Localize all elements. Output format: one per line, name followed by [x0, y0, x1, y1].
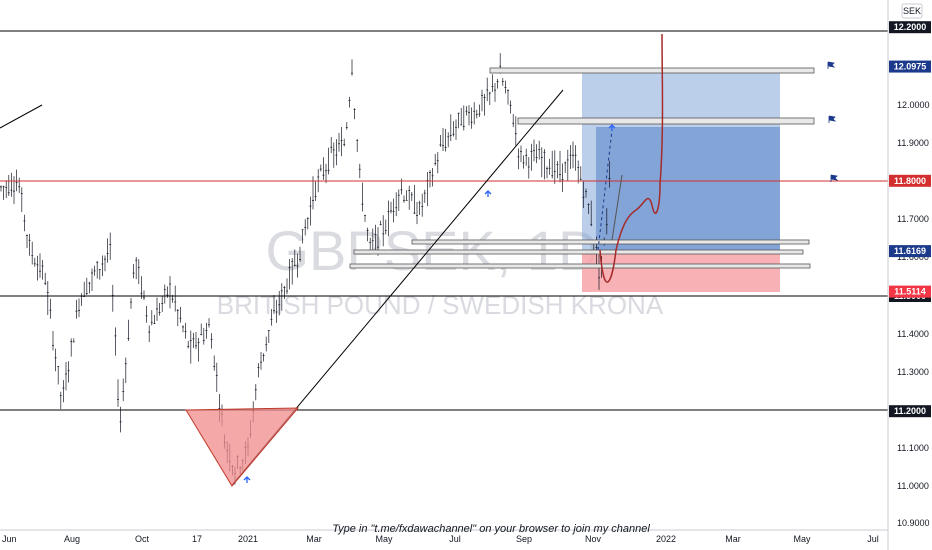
y-tick-label: 11.3000: [897, 367, 929, 377]
symbol-subtitle-watermark: BRITISH POUND / SWEDISH KRONA: [217, 290, 664, 320]
price-tag-bg: [889, 174, 931, 187]
y-tick-label: 11.9000: [897, 138, 929, 148]
inverse-triangle-pattern: [185, 407, 300, 487]
projection-path: [599, 33, 664, 283]
x-tick-label: Oct: [135, 534, 150, 544]
x-tick-label: Jun: [2, 534, 17, 544]
x-tick-label: Jul: [867, 534, 879, 544]
up-arrow-icon: [243, 476, 251, 483]
y-tick-label: 12.0000: [897, 100, 930, 110]
y-tick-label: 11.0000: [897, 481, 929, 491]
x-tick-label: Nov: [585, 534, 602, 544]
price-tag-bg: [889, 405, 931, 418]
price-tag-label: 12.0975: [894, 62, 927, 72]
currency-label: SEK: [903, 6, 921, 16]
y-tick-label: 11.4000: [897, 329, 929, 339]
flag-icon: [830, 174, 839, 182]
y-tick-label: 10.9000: [897, 518, 930, 528]
x-tick-label: 2022: [656, 534, 676, 544]
support-box-1: [411, 239, 810, 245]
flag-icon: [828, 115, 837, 123]
resistance-box-top: [489, 67, 815, 74]
y-tick-label: 11.7000: [897, 214, 929, 224]
resistance-box-mid: [517, 117, 815, 125]
support-box-3: [349, 263, 811, 269]
projection-dashed: [597, 129, 613, 251]
price-tag-bg: [889, 245, 931, 258]
x-axis-ticks: Jun Aug Oct 17 2021 Mar May Jul Sep Nov 2022 Mar May…: [2, 534, 879, 544]
price-tag-label: 12.2000: [894, 22, 927, 32]
y-tick-label: 11.1000: [897, 443, 929, 453]
price-tag-bg: [889, 285, 931, 298]
flag-icon: [827, 61, 836, 69]
up-arrow-icon: [484, 190, 492, 197]
x-tick-label: Aug: [64, 534, 80, 544]
price-tag-label: 11.8000: [894, 176, 926, 186]
target-zone-inner: [596, 127, 780, 251]
support-box-2: [353, 249, 804, 255]
currency-badge[interactable]: [901, 3, 923, 19]
up-arrow-icon: [608, 124, 616, 131]
price-tag-bg: [889, 21, 931, 34]
candlestick-series: [0, 53, 611, 485]
price-tags: 12.200011.800011.500011.200012.097511.61…: [889, 21, 931, 418]
price-tag-label: 11.5114: [894, 287, 926, 297]
x-tick-label: Sep: [516, 534, 532, 544]
price-tag-label: 11.2000: [894, 406, 926, 416]
projection-up-line: [611, 174, 623, 241]
trendline-left: [0, 104, 43, 129]
x-tick-label: Mar: [306, 534, 322, 544]
x-tick-label: May: [375, 534, 393, 544]
x-tick-label: 17: [192, 534, 202, 544]
price-tag-bg: [889, 60, 931, 73]
x-tick-label: May: [793, 534, 811, 544]
stop-loss-zone: [582, 251, 780, 292]
x-tick-label: Jul: [449, 534, 461, 544]
x-tick-label: Mar: [725, 534, 741, 544]
x-tick-label: 2021: [238, 534, 258, 544]
channel-promo-text: Type in "t.me/fxdawachannel" on your bro…: [332, 523, 650, 535]
price-tag-label: 11.6169: [894, 246, 926, 256]
